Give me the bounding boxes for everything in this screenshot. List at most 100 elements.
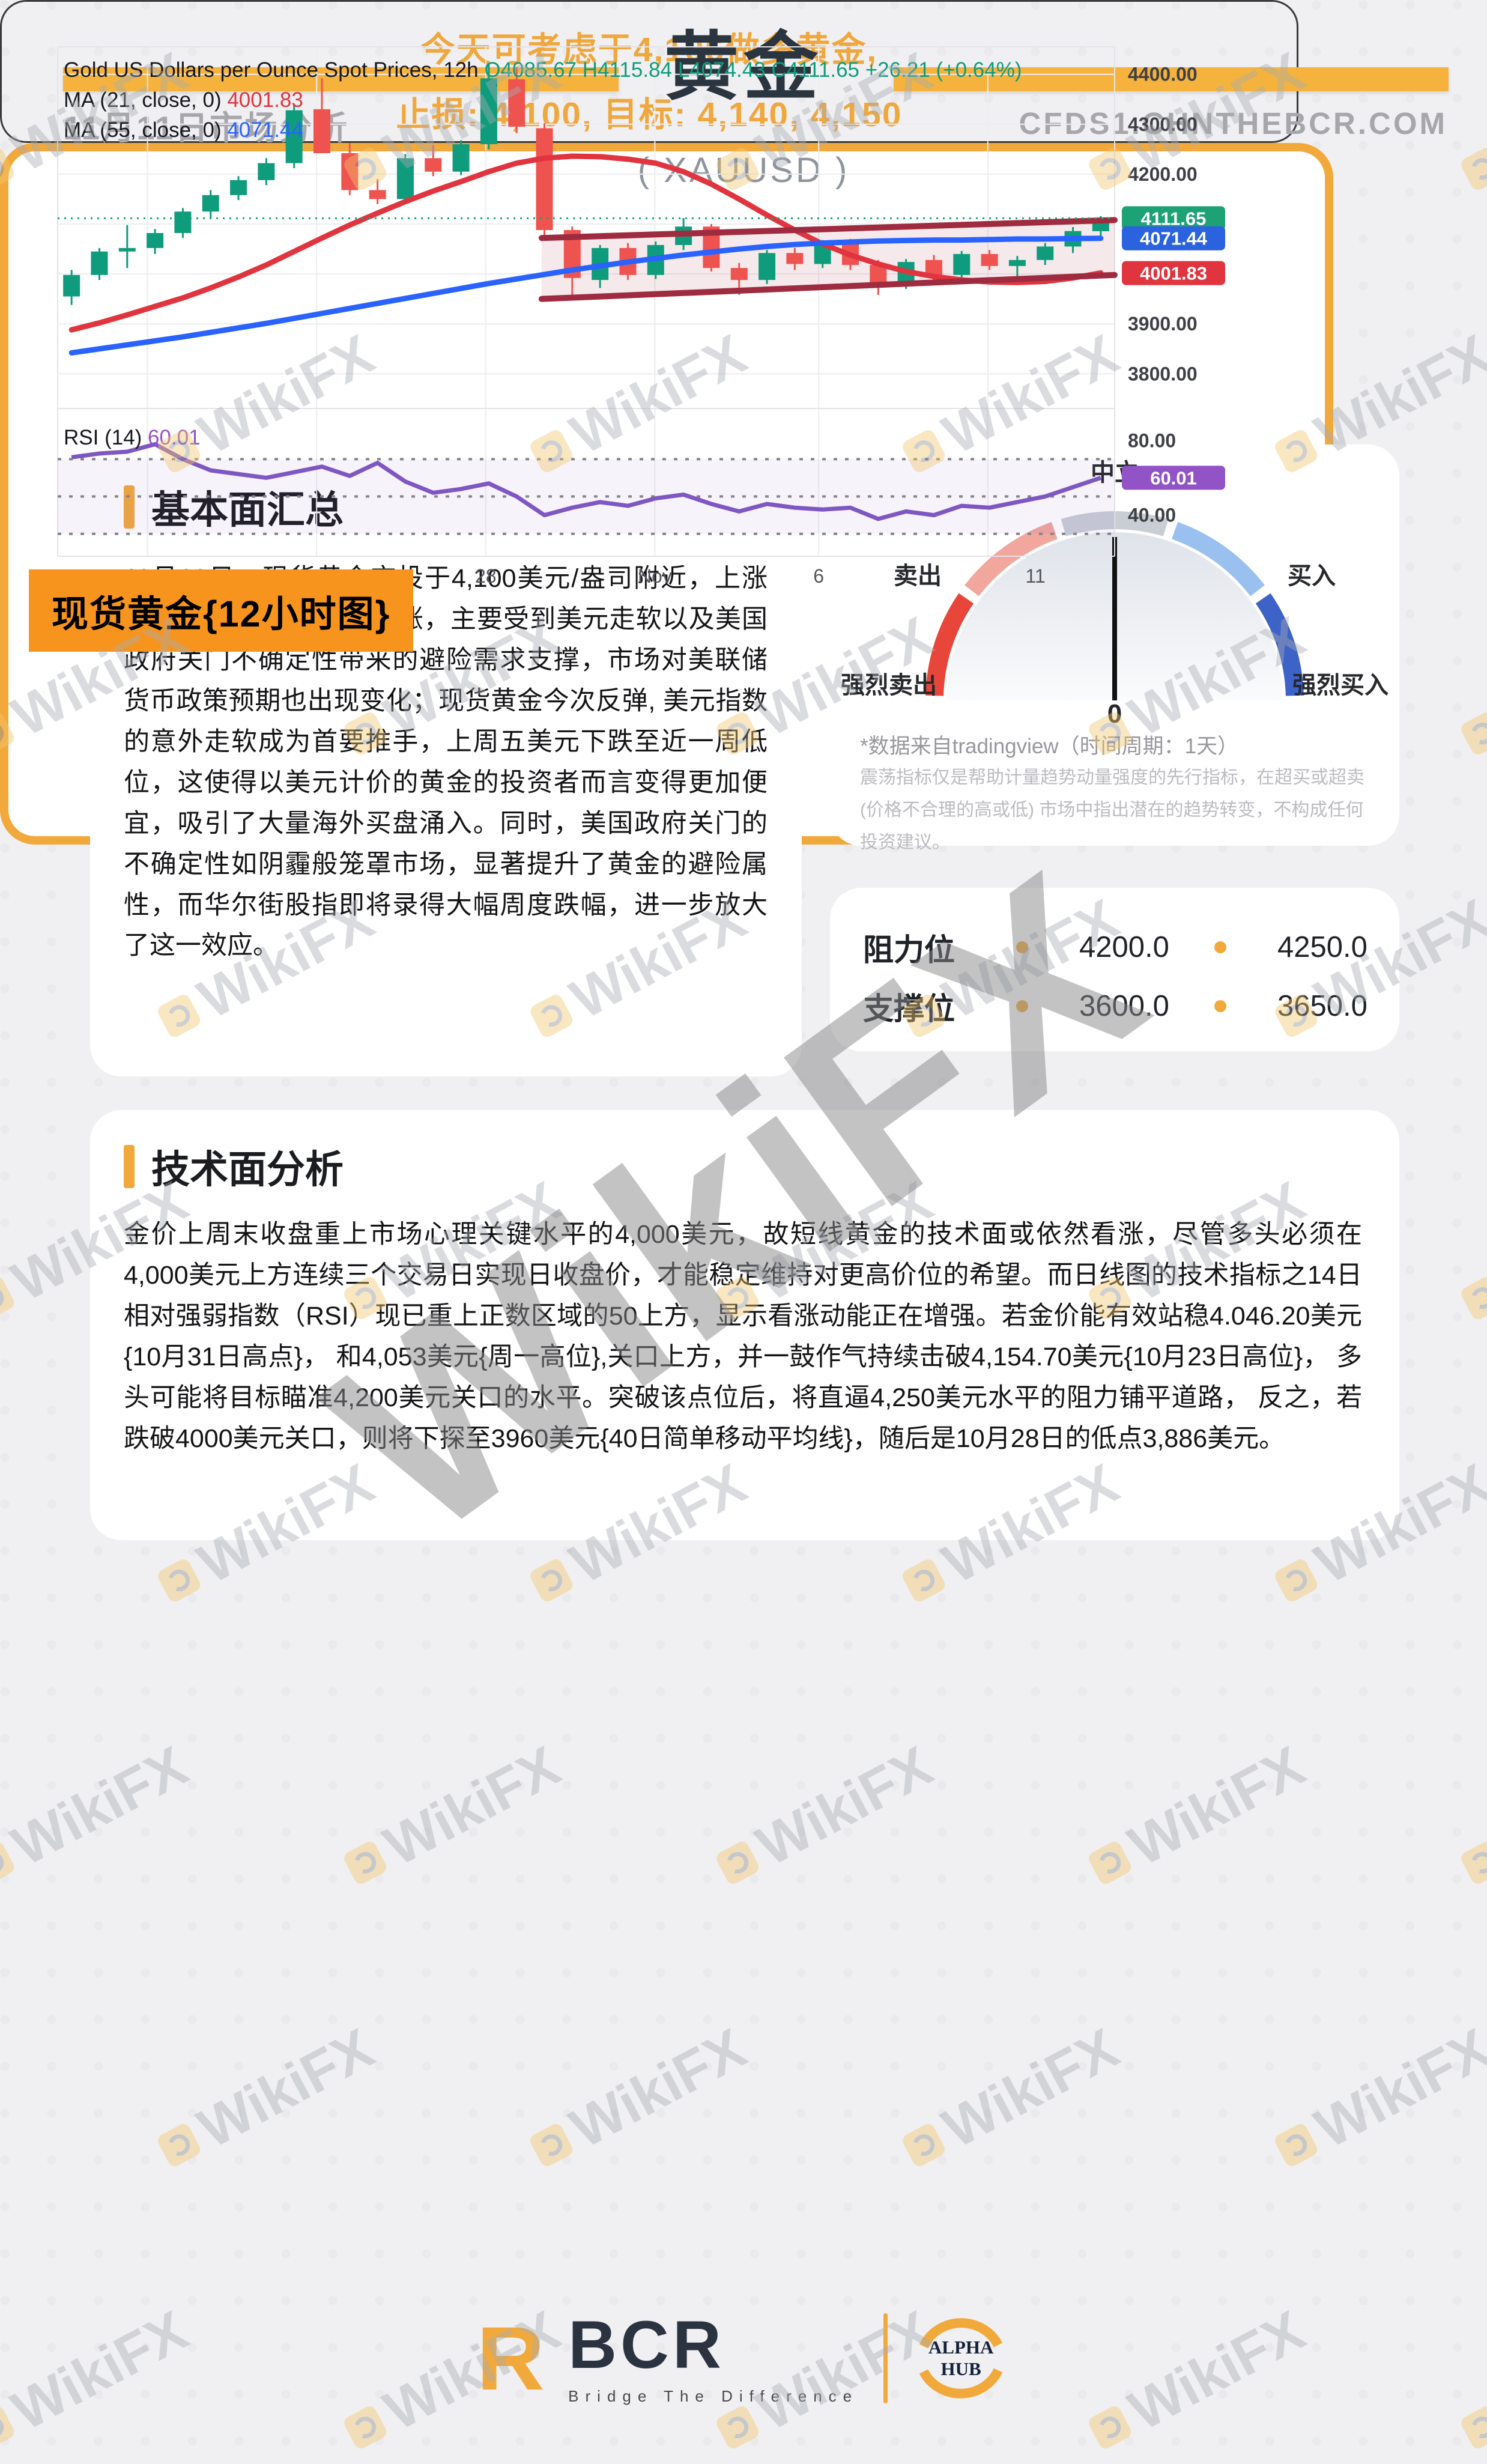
watermark-text: WikiFX xyxy=(1305,2016,1487,2160)
watermark-shield-icon xyxy=(528,1556,575,1604)
svg-text:11: 11 xyxy=(1025,565,1045,587)
resistance-row: 阻力位 4200.0 4250.0 xyxy=(863,925,1367,970)
bcr-tagline: Bridge The Difference xyxy=(568,2387,859,2405)
bullet-icon xyxy=(1214,1000,1226,1012)
svg-text:4071.44: 4071.44 xyxy=(1140,228,1208,249)
watermark-tile: WikiFX xyxy=(1265,2016,1487,2182)
svg-text:MA (21, close, 0) 4001.83: MA (21, close, 0) 4001.83 xyxy=(64,88,303,112)
bcr-brand-text: BCR xyxy=(568,2307,725,2382)
watermark-tile: WikiFX xyxy=(893,2016,1128,2182)
watermark-text: WikiFX xyxy=(560,2016,756,2160)
watermark-shield-icon xyxy=(342,2403,389,2451)
svg-text:RSI (14) 60.01: RSI (14) 60.01 xyxy=(64,426,201,449)
svg-text:28: 28 xyxy=(475,565,497,587)
gauge-source-note: *数据来自tradingview（时间周期：1天） xyxy=(860,735,1239,758)
fundamental-card: 基本面汇总 11月10日，现货黄金交投于4,100美元/盎司附近，上涨逾2.45… xyxy=(90,445,802,1076)
watermark-shield-icon xyxy=(0,2403,17,2451)
watermark-shield-icon xyxy=(156,1556,203,1604)
svg-text:4001.83: 4001.83 xyxy=(1140,263,1207,284)
watermark-tile: WikiFX xyxy=(707,1734,942,1900)
svg-text:4200.00: 4200.00 xyxy=(1128,163,1198,185)
svg-text:3800.00: 3800.00 xyxy=(1128,363,1198,384)
watermark-text: WikiFX xyxy=(933,2016,1128,2160)
suggestion-line-2: 止损: 4,100, 目标: 4,140, 4,150 xyxy=(396,96,903,134)
header-accent-bar-right xyxy=(894,67,1449,91)
watermark-shield-icon xyxy=(1273,2121,1320,2169)
levels-card: 阻力位 4200.0 4250.0 支撑位 3600.0 3650.0 xyxy=(830,888,1399,1051)
watermark-shield-icon xyxy=(1086,1839,1134,1887)
support-row: 支撑位 3600.0 3650.0 xyxy=(863,984,1367,1028)
trade-suggestion-card: 今天可考虑于4,106做多黄金, 止损: 4,100, 目标: 4,140, 4… xyxy=(0,0,1298,143)
technical-body: 金价上周末收盘重上市场心理关键水平的4,000美元，故短线黄金的技术面或依然看涨… xyxy=(124,1220,1362,1453)
watermark-shield-icon xyxy=(0,1274,17,1322)
watermark-shield-icon xyxy=(1459,2403,1487,2451)
watermark-shield-icon xyxy=(0,1839,17,1887)
suggestion-line-1: 今天可考虑于4,106做多黄金, xyxy=(420,31,878,69)
bullet-icon xyxy=(1016,941,1028,953)
watermark-tile: WikiFX xyxy=(1452,1169,1487,1335)
technical-card: 技术面分析 金价上周末收盘重上市场心理关键水平的4,000美元，故短线黄金的技术… xyxy=(90,1110,1399,1540)
alpha-hub-line2: HUB xyxy=(940,2358,981,2379)
watermark-shield-icon xyxy=(1459,1839,1487,1887)
footer-brand-bar: R BCR Bridge The Difference ALPHA HUB xyxy=(0,2310,1487,2406)
watermark-tile: WikiFX xyxy=(1452,1734,1487,1900)
svg-text:4400.00: 4400.00 xyxy=(1128,64,1198,85)
watermark-text: WikiFX xyxy=(374,1734,570,1878)
watermark-shield-icon xyxy=(714,2403,762,2451)
gauge-zero-label: 0 xyxy=(1107,699,1122,729)
gauge-disclaimer: 震荡指标仅是帮助计量趋势动量强度的先行指标，在超买或超卖(价格不合理的高或低) … xyxy=(860,768,1364,852)
alpha-hub-line1: ALPHA xyxy=(928,2337,994,2358)
svg-text:Nov: Nov xyxy=(638,565,672,587)
bullet-icon xyxy=(1214,941,1226,953)
svg-text:Gold US Dollars per Ounce Spot: Gold US Dollars per Ounce Spot Prices, 1… xyxy=(64,58,1022,82)
watermark-shield-icon xyxy=(528,2121,575,2169)
support-label: 支撑位 xyxy=(863,992,955,1026)
gauge-label-sell: 卖出 xyxy=(894,563,942,589)
chart-caption-badge: 现货黄金{12小时图} xyxy=(29,569,414,652)
alpha-hub-ring-icon xyxy=(919,2318,1003,2399)
site-url-label: CFDS1.CHNTHEBCR.COM xyxy=(1019,106,1447,141)
support-value-1: 3600.0 xyxy=(1079,990,1169,1022)
gauge-label-buy: 买入 xyxy=(1288,563,1336,589)
svg-text:6: 6 xyxy=(813,565,824,587)
watermark-text: WikiFX xyxy=(1119,1734,1315,1878)
bullet-icon xyxy=(1016,1000,1028,1012)
gauge-label-strong-sell: 强烈卖出 xyxy=(841,672,937,699)
watermark-shield-icon xyxy=(156,2121,203,2169)
svg-text:MA (55, close, 0) 4071.44: MA (55, close, 0) 4071.44 xyxy=(64,118,303,142)
gauge-label-strong-buy: 强烈买入 xyxy=(1292,672,1389,699)
watermark-shield-icon xyxy=(342,1839,389,1887)
svg-text:60.01: 60.01 xyxy=(1150,467,1197,488)
watermark-shield-icon xyxy=(900,1556,948,1604)
svg-text:4111.65: 4111.65 xyxy=(1141,208,1207,229)
resistance-label: 阻力位 xyxy=(863,933,955,967)
page-title: 黄金 xyxy=(664,26,823,109)
watermark-shield-icon xyxy=(714,1839,762,1887)
svg-text:3900.00: 3900.00 xyxy=(1128,313,1198,335)
svg-text:4300.00: 4300.00 xyxy=(1128,114,1198,135)
watermark-shield-icon xyxy=(1086,2403,1134,2451)
watermark-tile: WikiFX xyxy=(521,2016,756,2182)
bcr-logo-icon: R xyxy=(476,2308,545,2409)
section-bar-icon xyxy=(124,1145,135,1188)
watermark-tile: WikiFX xyxy=(1079,1734,1315,1900)
watermark-text: WikiFX xyxy=(188,2016,384,2160)
watermark-tile: WikiFX xyxy=(148,2016,384,2182)
watermark-tile: WikiFX xyxy=(1452,604,1487,771)
watermark-shield-icon xyxy=(1459,1274,1487,1322)
footer-divider xyxy=(883,2313,888,2403)
alpha-hub-logo: ALPHA HUB xyxy=(913,2310,1009,2406)
svg-text:40.00: 40.00 xyxy=(1128,505,1176,526)
header-accent-bar-left xyxy=(63,67,619,91)
watermark-tile: WikiFX xyxy=(335,1734,570,1900)
technical-title: 技术面分析 xyxy=(151,1148,344,1191)
support-value-2: 3650.0 xyxy=(1277,990,1367,1022)
resistance-value-1: 4200.0 xyxy=(1079,931,1169,963)
svg-text:80.00: 80.00 xyxy=(1128,429,1176,451)
watermark-shield-icon xyxy=(1459,709,1487,757)
watermark-text: WikiFX xyxy=(747,1734,942,1878)
watermark-text: WikiFX xyxy=(2,1734,198,1878)
price-chart-svg: 4400.00 4300.00 4200.00 3900.00 3800.00 80.00… xyxy=(57,46,1225,587)
resistance-value-2: 4250.0 xyxy=(1277,931,1367,963)
watermark-shield-icon xyxy=(900,2121,948,2169)
